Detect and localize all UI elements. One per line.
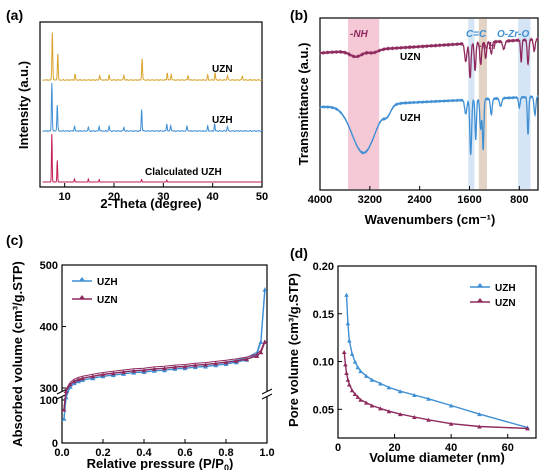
panel-a-label-uzh: UZH [212,115,233,126]
panel-c-y-tick-label: 400 [40,322,58,334]
panel-c-legend-uzn-marker [79,295,85,299]
panel-d-data-point [350,388,355,392]
panel-a-x-tick-label: 10 [59,191,71,203]
panel-d-legend-uzh: UZH [495,283,516,294]
panel-d-data-point [342,350,347,354]
panel-b-band [348,19,379,189]
panel-b-x-tick-label: 3200 [358,194,382,206]
panel-b-x-tick-label: 4000 [308,194,332,206]
panel-c-xlabel: Relative pressure (P/P0) [87,456,234,470]
panel-d-ylabel: Pore volume (cm³/g.STP) [286,273,301,427]
panel-d-data-point [350,352,355,356]
panel-d-y-tick-label: 0.20 [313,261,334,273]
panel-a-label-uzn: UZN [212,64,233,75]
panel-d-data-point [356,365,361,369]
panel-a-xrd: (a) 10 20 30 40 50 UZN UZH Clalculated UZH 2… [6,7,268,211]
panel-d-y-tick-label: 0.10 [313,357,334,369]
panel-d-data-point [353,360,358,364]
panel-d-data-point [346,378,351,382]
panel-a-series [43,32,263,182]
panel-c-legend: UZH UZN [72,277,118,306]
panel-d-legend: UZH UZN [470,283,516,309]
panel-c-series-line [64,290,265,419]
panel-d-data-point [347,383,352,387]
panel-d-xlabel: Volume diameter (nm) [369,450,505,465]
panel-d-legend-uzn-marker [477,298,483,302]
panel-d-x-tick-label: 0 [335,442,341,454]
panel-a-x-tick-label: 50 [256,191,268,203]
panel-b-x-ticks: 4000 3200 2400 1600 800 [308,186,529,206]
panel-c-axis-break [57,389,272,399]
panel-b-annot-nh-1: -NH [350,29,369,40]
panel-b-ftir: (b) 4000 3200 2400 1600 800 -NH C=C -NH O-Zr… [290,7,538,227]
panel-d-series-line [344,352,527,428]
panel-c-y-tick-label: 300 [40,383,58,395]
panel-a-label: (a) [6,7,23,23]
panel-c-y-tick-label: 0 [52,438,58,450]
panel-c-label: (c) [6,232,23,248]
panel-b-label-uzh: UZH [400,113,421,124]
panel-b-ylabel: Transmittance (a.u.) [296,43,311,166]
panel-a-frame [40,22,262,187]
panel-d-series [342,293,530,431]
panel-d-data-point [347,339,352,343]
panel-a-ylabel: Intensity (a.u.) [16,61,31,149]
panel-b-annot-cc: C=C [466,29,487,40]
panel-c-isotherm: (c) 0.0 0.2 0.4 0.6 0.8 1.00100300400500 UZH … [6,232,275,470]
panel-d-ticks: 0 20 40 600.050.100.150.20 [313,261,514,454]
panel-b-label: (b) [290,7,308,23]
panel-c-y-tick-label: 100 [40,395,58,407]
panel-c-series-desorption [64,288,265,417]
panel-b-x-tick-label: 800 [510,194,528,206]
panel-c-y-tick-label: 500 [40,260,58,272]
panel-b-label-uzn: UZN [400,52,421,63]
panel-c-legend-uzh: UZH [97,277,118,288]
panel-c-series-desorption [64,340,265,408]
panel-d-y-tick-label: 0.15 [313,309,334,321]
panel-d-series-line [347,295,528,428]
panel-d-data-point [346,321,351,325]
panel-d-y-tick-label: 0.05 [313,404,334,416]
panel-c-series-line [64,342,265,410]
panel-c-legend-uzn: UZN [97,295,118,306]
panel-b-x-tick-label: 1600 [457,194,481,206]
panel-a-xlabel: 2-Theta (degree) [100,196,201,211]
panel-c-legend-uzh-marker [79,277,85,281]
panel-d-legend-uzh-marker [477,283,483,287]
panel-c-frame [62,265,267,443]
panel-c-xlabel-text: Relative pressure (P/P [87,456,225,470]
panel-d-data-point [344,371,349,375]
panel-d-legend-uzn: UZN [495,298,516,309]
panel-d-label: (d) [290,245,308,261]
panel-c-data-point [258,340,263,344]
panel-c-xlabel-close: ) [229,456,233,470]
panel-b-annot-ozro: O-Zr-O [497,29,529,40]
panel-b-annot-nh-2: -NH [478,41,497,52]
panel-a-label-calc: Clalculated UZH [145,167,222,178]
panel-b-xlabel: Wavenumbers (cm⁻¹) [365,212,496,227]
panel-c-ylabel: Absorbed volume (cm³/g.STP) [10,261,25,447]
panel-d-data-point [344,293,349,297]
panel-c-series [62,288,268,421]
panel-d-data-point [343,362,348,366]
panel-c-x-tick-label: 1.0 [259,447,274,459]
panel-b-x-tick-label: 2400 [407,194,431,206]
panel-d-pore: (d) 0 20 40 600.050.100.150.20 UZH UZN Pore… [286,245,536,465]
panel-a-x-tick-label: 40 [207,191,219,203]
